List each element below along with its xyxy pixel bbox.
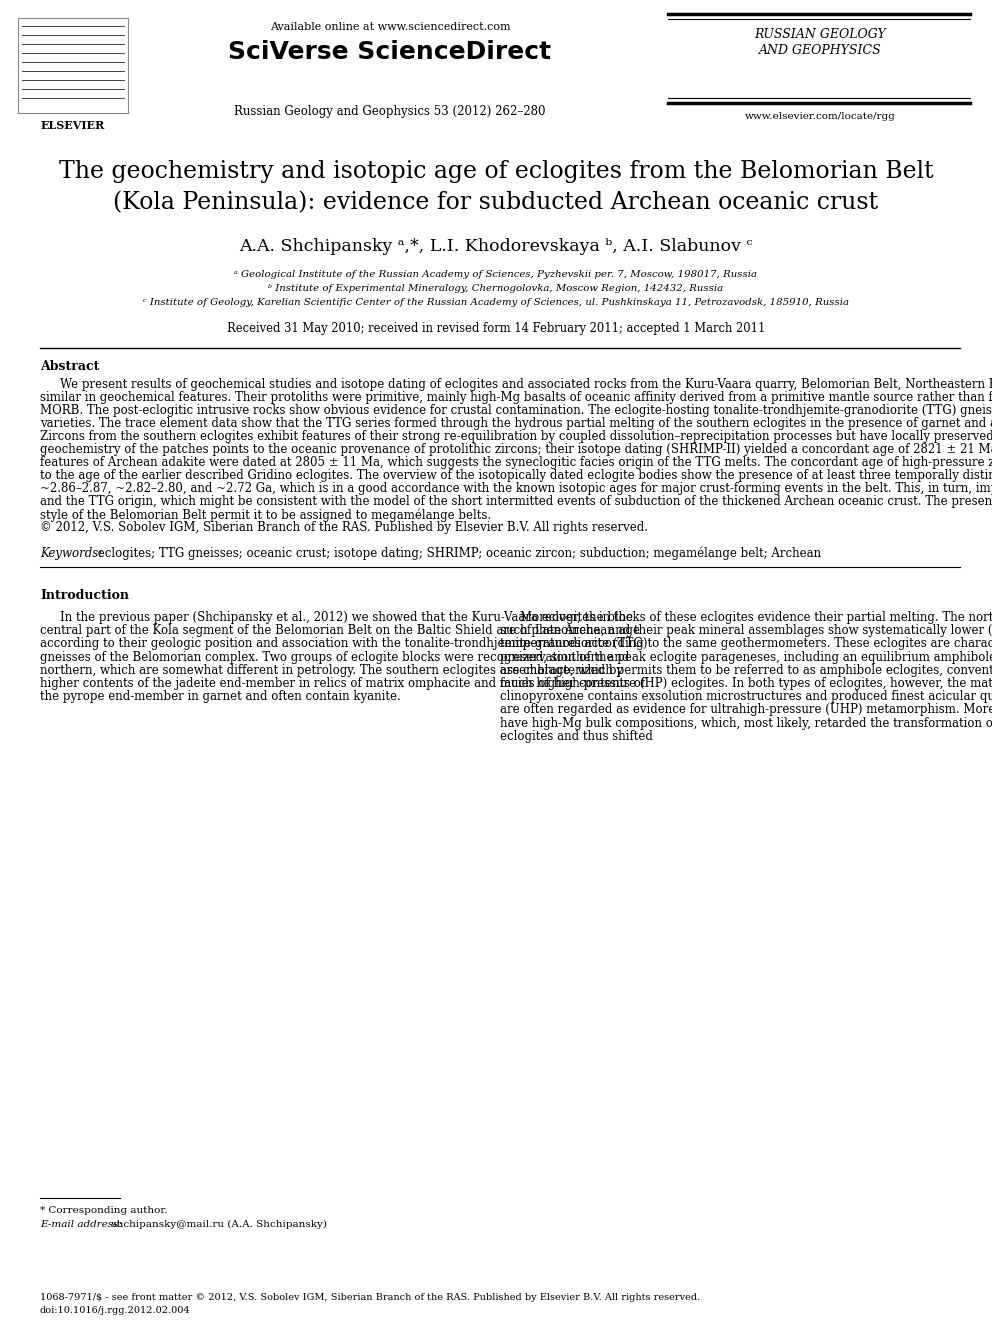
Text: © 2012, V.S. Sobolev IGM, Siberian Branch of the RAS. Published by Elsevier B.V.: © 2012, V.S. Sobolev IGM, Siberian Branc… xyxy=(40,521,648,534)
Text: A.A. Shchipansky ᵃ,*, L.I. Khodorevskaya ᵇ, A.I. Slabunov ᶜ: A.A. Shchipansky ᵃ,*, L.I. Khodorevskaya… xyxy=(239,238,753,255)
Text: (Kola Peninsula): evidence for subducted Archean oceanic crust: (Kola Peninsula): evidence for subducted… xyxy=(113,191,879,214)
Text: eclogites and thus shifted: eclogites and thus shifted xyxy=(500,730,653,742)
Text: Introduction: Introduction xyxy=(40,589,129,602)
Text: ᵇ Institute of Experimental Mineralogy, Chernogolovka, Moscow Region, 142432, Ru: ᵇ Institute of Experimental Mineralogy, … xyxy=(269,284,723,292)
Text: and the TTG origin, which might be consistent with the model of the short interm: and the TTG origin, which might be consi… xyxy=(40,495,992,508)
Text: preservation of the peak eclogite parageneses, including an equilibrium amphibol: preservation of the peak eclogite parage… xyxy=(500,651,992,664)
Text: have high-Mg bulk compositions, which, most likely, retarded the transformation : have high-Mg bulk compositions, which, m… xyxy=(500,717,992,729)
Text: similar in geochemical features. Their protoliths were primitive, mainly high-Mg: similar in geochemical features. Their p… xyxy=(40,392,992,404)
Text: according to their geologic position and association with the tonalite-trondhjem: according to their geologic position and… xyxy=(40,638,648,651)
Text: central part of the Kola segment of the Belomorian Belt on the Baltic Shield are: central part of the Kola segment of the … xyxy=(40,624,640,638)
Text: * Corresponding author.: * Corresponding author. xyxy=(40,1207,168,1215)
Text: features of Archean adakite were dated at 2805 ± 11 Ma, which suggests the synec: features of Archean adakite were dated a… xyxy=(40,456,992,468)
Text: Available online at www.sciencedirect.com: Available online at www.sciencedirect.co… xyxy=(270,22,510,32)
Text: temperatures according to the same geothermometers. These eclogites are characte: temperatures according to the same geoth… xyxy=(500,638,992,651)
Text: 1068-7971/$ - see front matter © 2012, V.S. Sobolev IGM, Siberian Branch of the : 1068-7971/$ - see front matter © 2012, V… xyxy=(40,1293,700,1302)
Text: northern, which are somewhat different in petrology. The southern eclogites are : northern, which are somewhat different i… xyxy=(40,664,623,677)
Text: MORB. The post-eclogitic intrusive rocks show obvious evidence for crustal conta: MORB. The post-eclogitic intrusive rocks… xyxy=(40,404,992,417)
Text: higher contents of the jadeite end-member in relics of matrix omphacite and much: higher contents of the jadeite end-membe… xyxy=(40,677,645,691)
Text: doi:10.1016/j.rgg.2012.02.004: doi:10.1016/j.rgg.2012.02.004 xyxy=(40,1306,190,1315)
Text: We present results of geochemical studies and isotope dating of eclogites and as: We present results of geochemical studie… xyxy=(60,378,992,392)
Text: eclogites; TTG gneisses; oceanic crust; isotope dating; SHRIMP; oceanic zircon; : eclogites; TTG gneisses; oceanic crust; … xyxy=(94,546,821,561)
Text: ᶜ Institute of Geology, Karelian Scientific Center of the Russian Academy of Sci: ᶜ Institute of Geology, Karelian Scienti… xyxy=(143,298,849,307)
Text: The geochemistry and isotopic age of eclogites from the Belomorian Belt: The geochemistry and isotopic age of ecl… xyxy=(59,160,933,183)
Text: Russian Geology and Geophysics 53 (2012) 262–280: Russian Geology and Geophysics 53 (2012)… xyxy=(234,105,546,118)
Text: E-mail address:: E-mail address: xyxy=(40,1220,122,1229)
Text: ᵃ Geological Institute of the Russian Academy of Sciences, Pyzhevskii per. 7, Mo: ᵃ Geological Institute of the Russian Ac… xyxy=(234,270,758,279)
Text: Keywords:: Keywords: xyxy=(40,546,102,560)
Text: RUSSIAN GEOLOGY: RUSSIAN GEOLOGY xyxy=(754,28,886,41)
Text: clinopyroxene contains exsolution microstructures and produced finest acicular q: clinopyroxene contains exsolution micros… xyxy=(500,691,992,704)
Text: Moreover, the blocks of these eclogites evidence their partial melting. The nort: Moreover, the blocks of these eclogites … xyxy=(520,611,992,624)
Text: ELSEVIER: ELSEVIER xyxy=(41,120,105,131)
Text: assemblage, which permits them to be referred to as amphibole eclogites, convent: assemblage, which permits them to be ref… xyxy=(500,664,992,677)
Text: SciVerse ScienceDirect: SciVerse ScienceDirect xyxy=(228,40,552,64)
Text: style of the Belomorian Belt permit it to be assigned to megamélange belts.: style of the Belomorian Belt permit it t… xyxy=(40,508,491,521)
Text: are often regarded as evidence for ultrahigh-pressure (UHP) metamorphism. Moreov: are often regarded as evidence for ultra… xyxy=(500,704,992,716)
Text: gneisses of the Belomorian complex. Two groups of eclogite blocks were recognize: gneisses of the Belomorian complex. Two … xyxy=(40,651,629,664)
Text: In the previous paper (Shchipansky et al., 2012) we showed that the Kuru-Vaara e: In the previous paper (Shchipansky et al… xyxy=(60,611,633,624)
Text: geochemistry of the patches points to the oceanic provenance of protolithic zirc: geochemistry of the patches points to th… xyxy=(40,443,992,456)
Text: the pyrope end-member in garnet and often contain kyanite.: the pyrope end-member in garnet and ofte… xyxy=(40,691,401,704)
Text: varieties. The trace element data show that the TTG series formed through the hy: varieties. The trace element data show t… xyxy=(40,417,992,430)
Text: ~2.86–2.87, ~2.82–2.80, and ~2.72 Ga, which is in a good accordance with the kno: ~2.86–2.87, ~2.82–2.80, and ~2.72 Ga, wh… xyxy=(40,482,992,495)
Text: Abstract: Abstract xyxy=(40,360,99,373)
Text: AND GEOPHYSICS: AND GEOPHYSICS xyxy=(759,44,881,57)
Text: www.elsevier.com/locate/rgg: www.elsevier.com/locate/rgg xyxy=(745,112,896,120)
Text: such phenomena, and their peak mineral assemblages show systematically lower (by: such phenomena, and their peak mineral a… xyxy=(500,624,992,638)
Text: to the age of the earlier described Gridino eclogites. The overview of the isoto: to the age of the earlier described Grid… xyxy=(40,468,992,482)
Text: shchipansky@mail.ru (A.A. Shchipansky): shchipansky@mail.ru (A.A. Shchipansky) xyxy=(108,1220,327,1229)
Text: facies of high-pressure (HP) eclogites. In both types of eclogites, however, the: facies of high-pressure (HP) eclogites. … xyxy=(500,677,992,691)
Bar xyxy=(18,19,128,112)
Text: Received 31 May 2010; received in revised form 14 February 2011; accepted 1 Marc: Received 31 May 2010; received in revise… xyxy=(227,321,765,335)
Text: Zircons from the southern eclogites exhibit features of their strong re-equilibr: Zircons from the southern eclogites exhi… xyxy=(40,430,992,443)
